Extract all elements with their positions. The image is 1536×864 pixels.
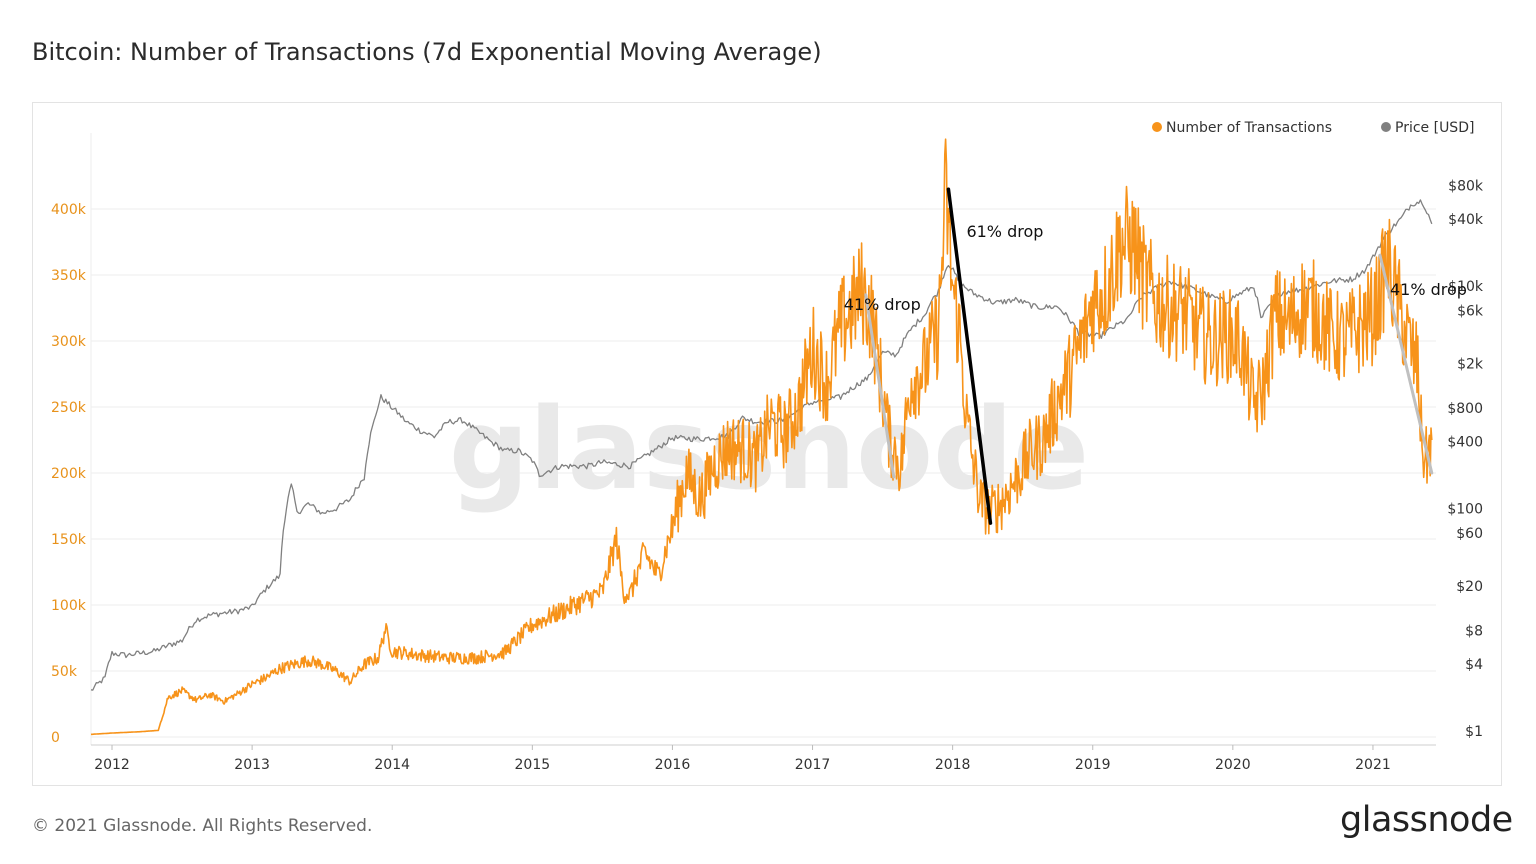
x-tick-label: 2021 [1355, 757, 1391, 773]
x-tick-label: 2017 [795, 757, 831, 773]
right-tick-label: $20 [1456, 579, 1483, 595]
x-tick-label: 2018 [935, 757, 971, 773]
chart-svg: glassnode 050k100k150k200k250k300k350k40… [51, 120, 1484, 773]
legend-marker [1152, 122, 1162, 132]
left-tick-label: 350k [51, 268, 87, 284]
left-tick-label: 0 [51, 730, 60, 746]
right-tick-label: $8 [1465, 623, 1483, 639]
right-tick-label: $4 [1465, 657, 1483, 673]
copyright-text: © 2021 Glassnode. All Rights Reserved. [32, 816, 373, 836]
left-axis-ticks: 0 50k 100k 150k 200k 250k 300k 350k 400k [51, 202, 87, 746]
annotations-layer: 41% drop 61% drop 41% drop [844, 187, 1467, 525]
series-layer [90, 138, 1433, 736]
drop-annotation-line [864, 293, 896, 479]
drop-annotation-label: 41% drop [1390, 280, 1467, 299]
left-tick-label: 200k [51, 466, 87, 482]
left-tick-label: 250k [51, 400, 87, 416]
x-tick-label: 2016 [655, 757, 691, 773]
right-tick-label: $10k [1448, 279, 1484, 295]
drop-annotation-label: 61% drop [966, 222, 1043, 241]
left-tick-label: 400k [51, 202, 87, 218]
chart-panel: glassnode 0 50k 100k 150k 200k 250k 300k 350k 40… [32, 102, 1502, 786]
right-axis-ticks: $1 $4 $8 $20 $60 $100 $400 $800 $2k $6k $10k $40k $8… [1447, 178, 1484, 740]
left-tick-label: 50k [51, 664, 78, 680]
chart-title: Bitcoin: Number of Transactions (7d Expo… [32, 38, 822, 66]
right-tick-label: $400 [1447, 434, 1483, 450]
left-tick-label: 300k [51, 334, 87, 350]
x-tick-label: 2014 [374, 757, 410, 773]
x-tick-label: 2015 [515, 757, 551, 773]
legend-label: Number of Transactions [1166, 120, 1332, 136]
legend-marker [1381, 122, 1391, 132]
legend-label: Price [USD] [1395, 120, 1474, 136]
transactions-series-line [90, 138, 1433, 736]
right-tick-label: $6k [1457, 303, 1484, 319]
drop-annotation-line [1378, 253, 1434, 475]
right-tick-label: $40k [1448, 212, 1484, 228]
left-tick-label: 150k [51, 532, 87, 548]
legend[interactable]: Number of Transactions Price [USD] [1152, 120, 1474, 136]
drop-annotation-line [946, 187, 993, 525]
x-tick-label: 2020 [1215, 757, 1251, 773]
right-tick-label: $100 [1447, 501, 1483, 517]
x-tick-label: 2019 [1075, 757, 1111, 773]
right-tick-label: $2k [1457, 357, 1484, 373]
left-tick-label: 100k [51, 598, 87, 614]
drop-annotation-label: 41% drop [844, 295, 921, 314]
brand-logo[interactable]: glassnode [1340, 800, 1513, 840]
right-tick-label: $60 [1456, 526, 1483, 542]
right-tick-label: $800 [1447, 401, 1483, 417]
x-tick-label: 2013 [234, 757, 270, 773]
gridlines [90, 133, 1436, 745]
right-tick-label: $1 [1465, 724, 1483, 740]
right-tick-label: $80k [1448, 178, 1484, 194]
x-tick-label: 2012 [94, 757, 130, 773]
x-axis-ticks: 2012 2013 2014 2015 2016 2017 2018 2019 2020 2021 [91, 744, 1436, 773]
